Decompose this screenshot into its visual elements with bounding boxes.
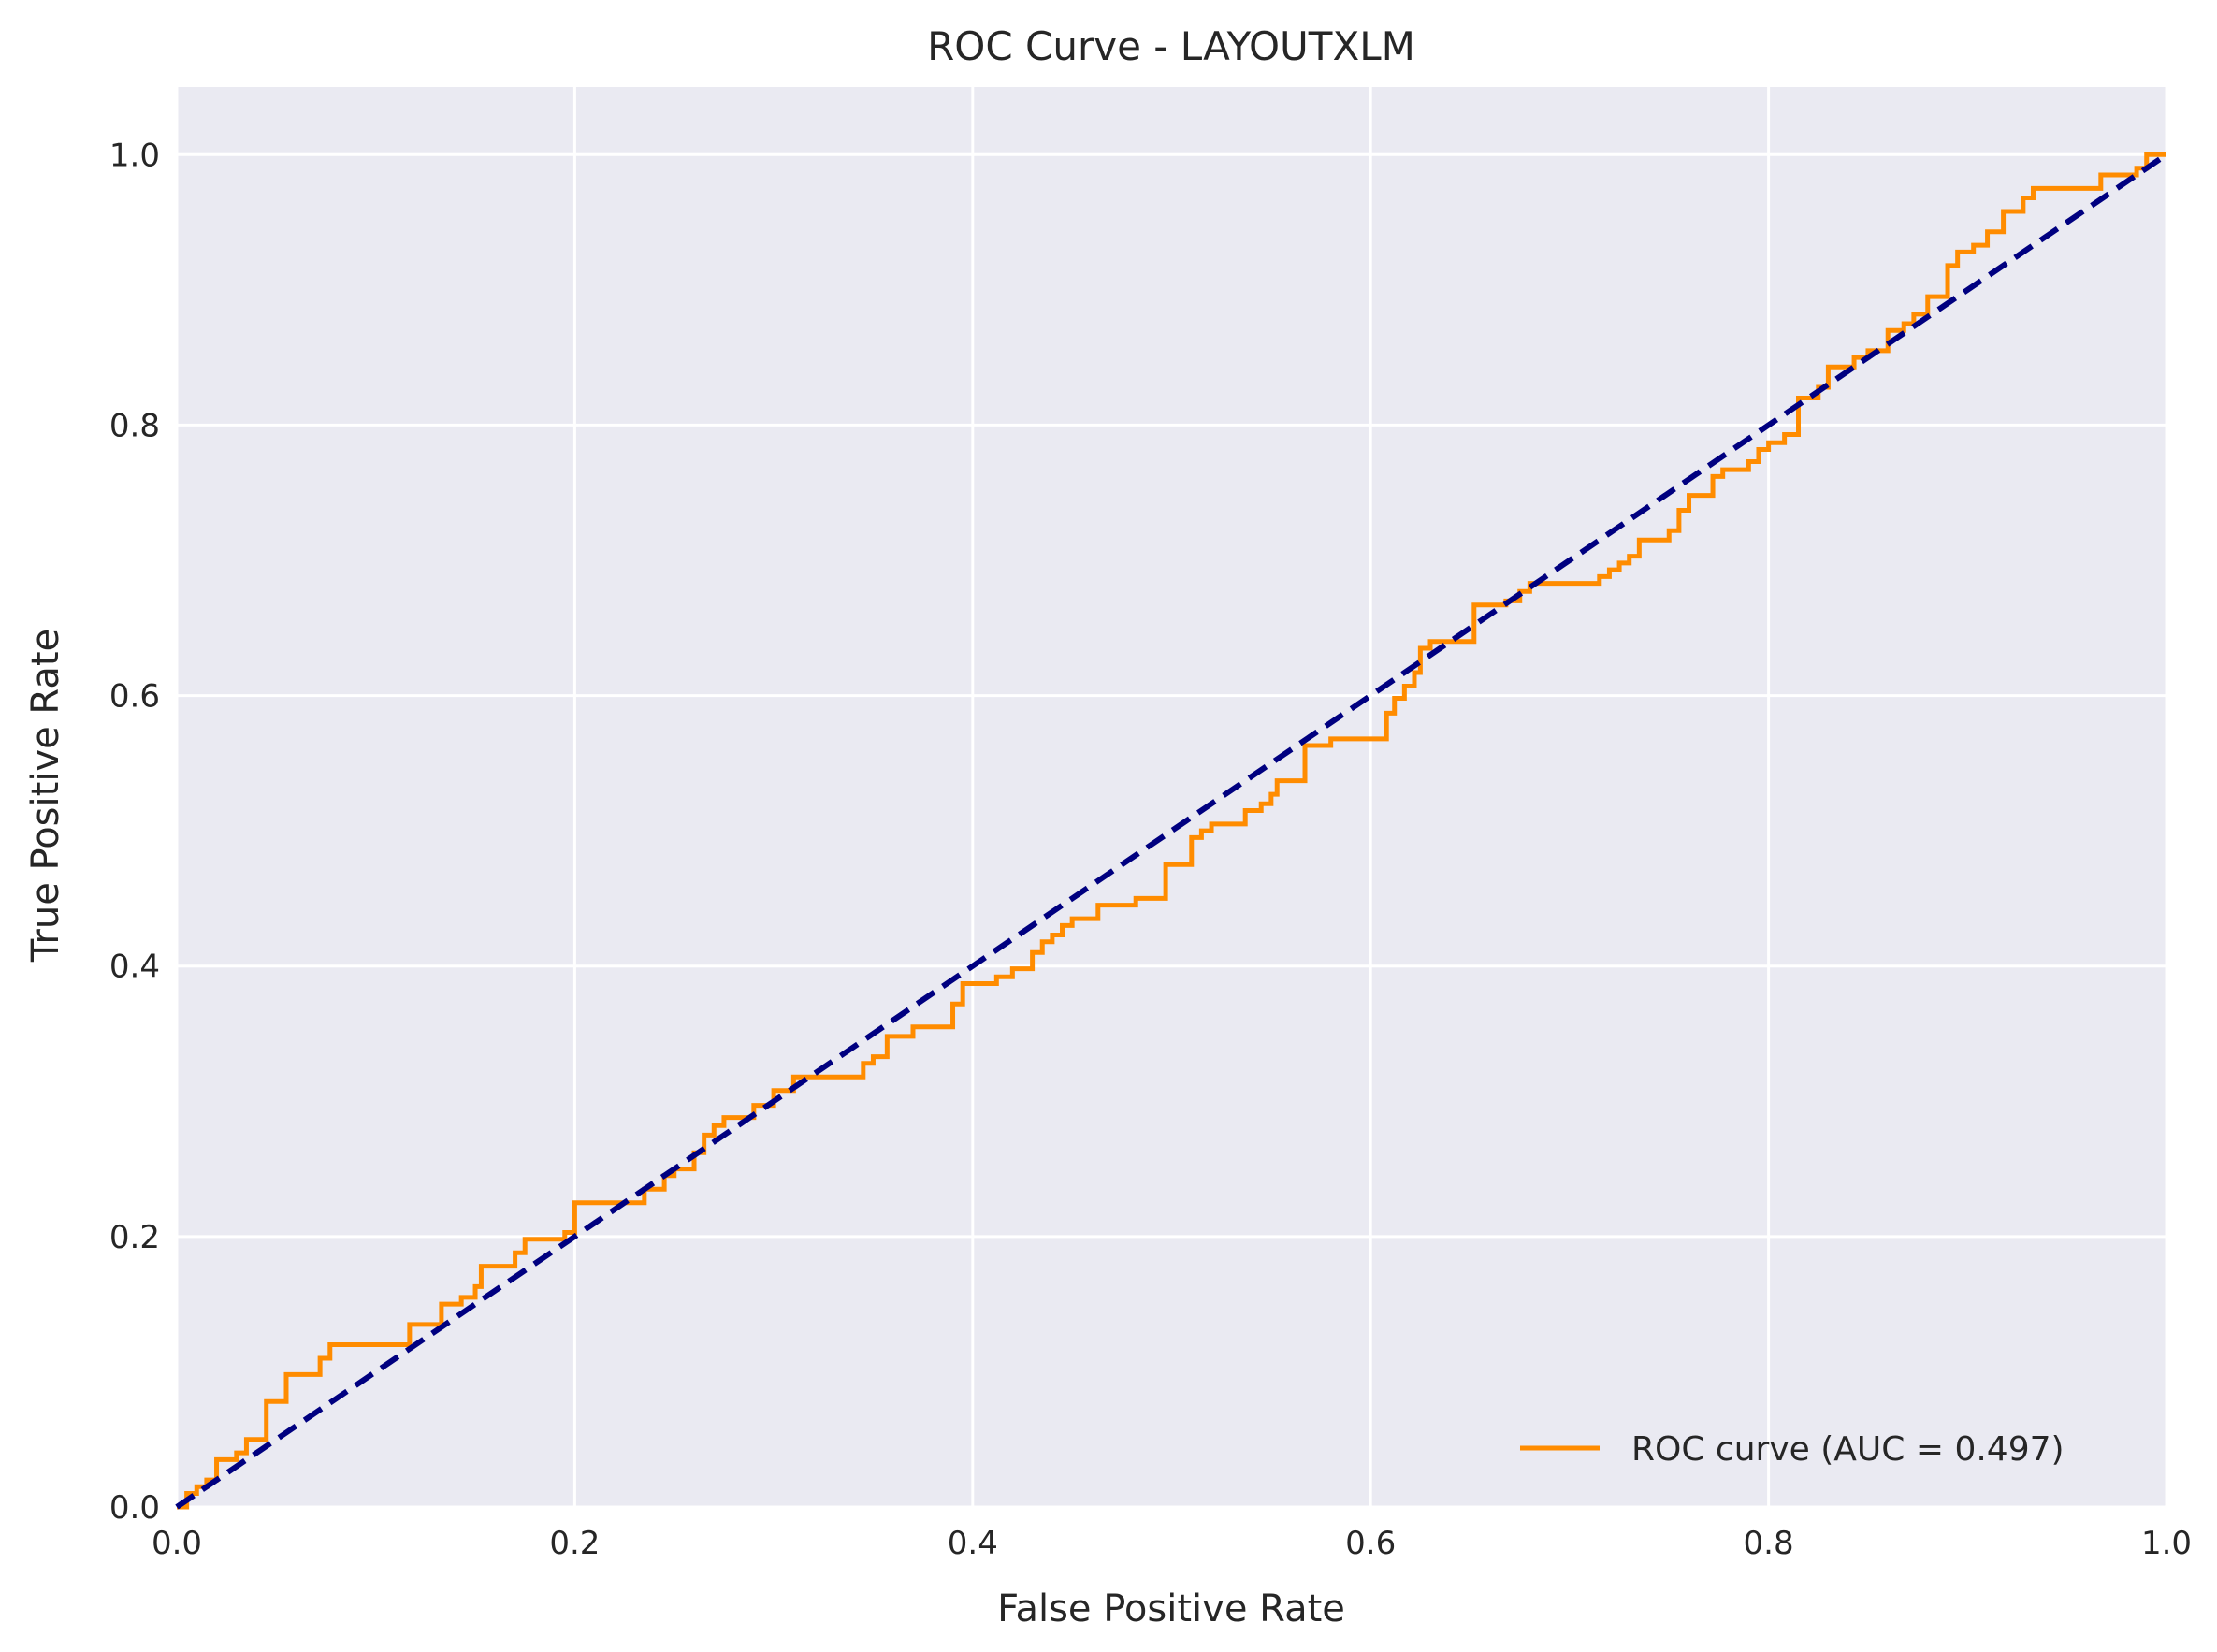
x-tick-label: 0.2 (549, 1525, 600, 1562)
y-tick-label: 0.6 (109, 678, 160, 716)
x-tick-label: 0.6 (1345, 1525, 1396, 1562)
y-tick-label: 0.4 (109, 949, 160, 986)
x-axis-title: False Positive Rate (997, 1587, 1345, 1630)
x-tick-label: 0.0 (152, 1525, 202, 1562)
y-axis-title: True Positive Rate (24, 629, 67, 963)
series-layer (175, 152, 2168, 1510)
y-tick-label: 0.8 (109, 407, 160, 444)
legend-label-roc: ROC curve (AUC = 0.497) (1631, 1430, 2065, 1469)
y-tick-labels: 0.0 0.2 0.4 0.6 0.8 1.0 (109, 137, 160, 1527)
x-tick-label: 0.4 (948, 1525, 998, 1562)
roc-curve-line (177, 152, 2166, 1510)
chart-title: ROC Curve - LAYOUTXLM (927, 23, 1415, 69)
y-tick-label: 1.0 (109, 137, 160, 174)
grid-lines (175, 87, 2168, 1509)
plot-background (177, 87, 2166, 1507)
x-tick-labels: 0.0 0.2 0.4 0.6 0.8 1.0 (152, 1525, 2192, 1562)
x-tick-label: 1.0 (2141, 1525, 2192, 1562)
legend: ROC curve (AUC = 0.497) (1520, 1430, 2065, 1469)
y-tick-label: 0.2 (109, 1219, 160, 1256)
x-tick-label: 0.8 (1744, 1525, 1794, 1562)
y-tick-label: 0.0 (109, 1489, 160, 1527)
